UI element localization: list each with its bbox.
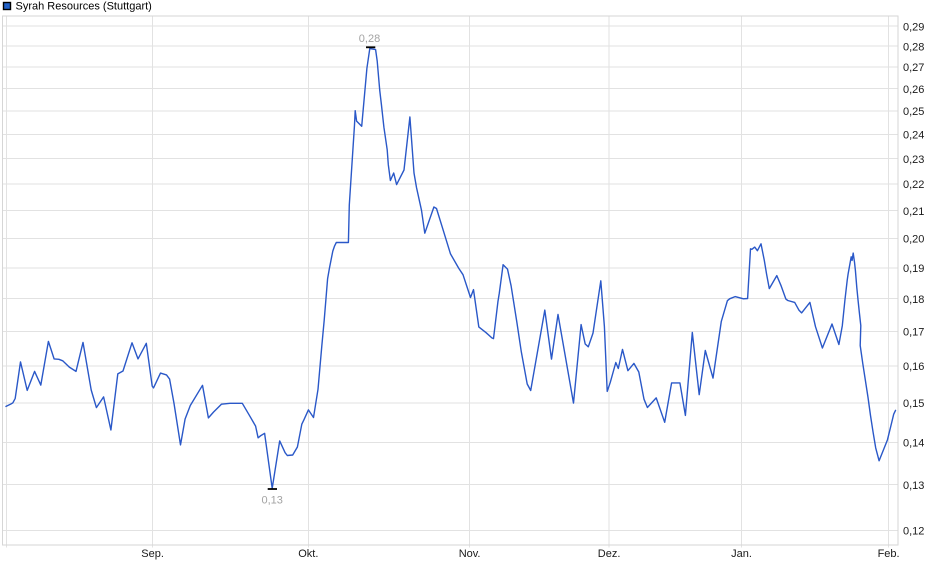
svg-text:0,25: 0,25 xyxy=(903,106,924,118)
svg-text:Syrah Resources (Stuttgart): Syrah Resources (Stuttgart) xyxy=(16,1,152,13)
svg-text:0,28: 0,28 xyxy=(359,33,380,45)
svg-text:0,21: 0,21 xyxy=(903,206,924,218)
svg-text:0,26: 0,26 xyxy=(903,84,924,96)
svg-text:0,28: 0,28 xyxy=(903,41,924,53)
svg-text:0,13: 0,13 xyxy=(261,495,282,507)
svg-text:0,14: 0,14 xyxy=(903,438,924,450)
svg-text:0,18: 0,18 xyxy=(903,294,924,306)
svg-text:0,13: 0,13 xyxy=(903,480,924,492)
svg-text:0,16: 0,16 xyxy=(903,361,924,373)
svg-text:Sep.: Sep. xyxy=(141,548,164,560)
svg-text:Feb.: Feb. xyxy=(878,548,900,560)
svg-text:0,22: 0,22 xyxy=(903,179,924,191)
svg-text:Okt.: Okt. xyxy=(298,548,318,560)
svg-text:0,20: 0,20 xyxy=(903,234,924,246)
svg-text:0,27: 0,27 xyxy=(903,62,924,74)
svg-text:Nov.: Nov. xyxy=(459,548,481,560)
svg-text:0,23: 0,23 xyxy=(903,154,924,166)
svg-text:0,17: 0,17 xyxy=(903,327,924,339)
svg-text:0,12: 0,12 xyxy=(903,526,924,538)
svg-text:0,19: 0,19 xyxy=(903,263,924,275)
svg-text:Jan.: Jan. xyxy=(731,548,752,560)
svg-text:0,15: 0,15 xyxy=(903,398,924,410)
svg-text:Dez.: Dez. xyxy=(598,548,621,560)
svg-text:0,24: 0,24 xyxy=(903,130,924,142)
svg-text:0,29: 0,29 xyxy=(903,21,924,33)
